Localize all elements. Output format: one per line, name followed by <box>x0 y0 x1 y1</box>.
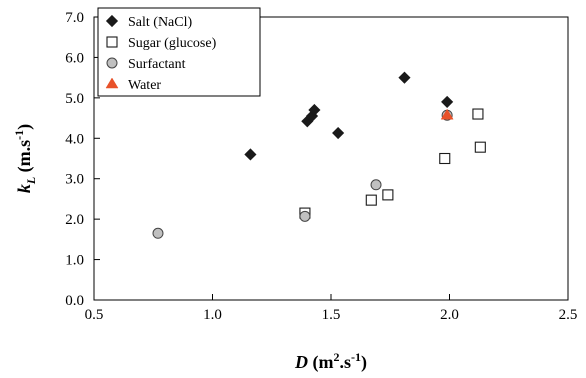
y-tick-label: 2.0 <box>65 212 84 228</box>
point-diamond-3 <box>308 103 321 117</box>
x-tick-label: 2.5 <box>559 307 578 323</box>
x-tick-label: 1.5 <box>322 307 341 323</box>
point-diamond-6 <box>441 95 454 108</box>
y-tick-label: 4.0 <box>65 131 84 147</box>
legend-marker-1 <box>106 36 118 48</box>
legend-label: Surfactant <box>128 57 186 72</box>
y-tick-label: 7.0 <box>65 10 84 26</box>
x-tick-label: 2.0 <box>440 307 459 323</box>
legend-label: Water <box>128 78 161 93</box>
axes: 0.0 1.0 2.0 3.0 4.0 5.0 6.0 7.0 0.5 1.0 1.5 2.0 2.5 <box>65 10 577 323</box>
point-circle-0 <box>152 227 164 239</box>
data-marks <box>152 71 486 239</box>
legend: Salt (NaCl) Sugar (glucose) Surfactant Wate… <box>97 7 261 97</box>
point-square-open-3 <box>439 152 451 165</box>
x-tick-label: 1.0 <box>203 307 222 323</box>
point-diamond-4 <box>332 126 345 140</box>
x-tick-label: 0.5 <box>85 307 104 323</box>
legend-marker-3 <box>105 77 119 89</box>
legend-box <box>97 7 261 97</box>
y-tick-label: 5.0 <box>65 91 84 107</box>
legend-marker-2 <box>106 57 118 69</box>
y-tick-label: 0.0 <box>65 293 84 309</box>
y-tick-label: 3.0 <box>65 172 84 188</box>
point-square-open-4 <box>472 108 484 120</box>
point-square-open-5 <box>474 141 486 153</box>
legend-marker-0 <box>105 14 119 28</box>
point-diamond-0 <box>244 148 257 161</box>
point-square-open-2 <box>382 189 394 201</box>
y-tick-label: 1.0 <box>65 253 84 269</box>
point-circle-1 <box>299 210 311 222</box>
point-diamond-5 <box>398 71 411 84</box>
x-axis-title: D (m2.s-1) <box>294 350 367 373</box>
point-square-open-1 <box>365 194 377 206</box>
y-axis-title: kL (m.s-1) <box>12 124 38 193</box>
legend-label: Salt (NaCl) <box>128 15 192 30</box>
legend-label: Sugar (glucose) <box>128 36 217 51</box>
y-tick-label: 6.0 <box>65 50 84 66</box>
point-triangle-0 <box>440 108 454 120</box>
point-circle-2 <box>370 179 382 191</box>
